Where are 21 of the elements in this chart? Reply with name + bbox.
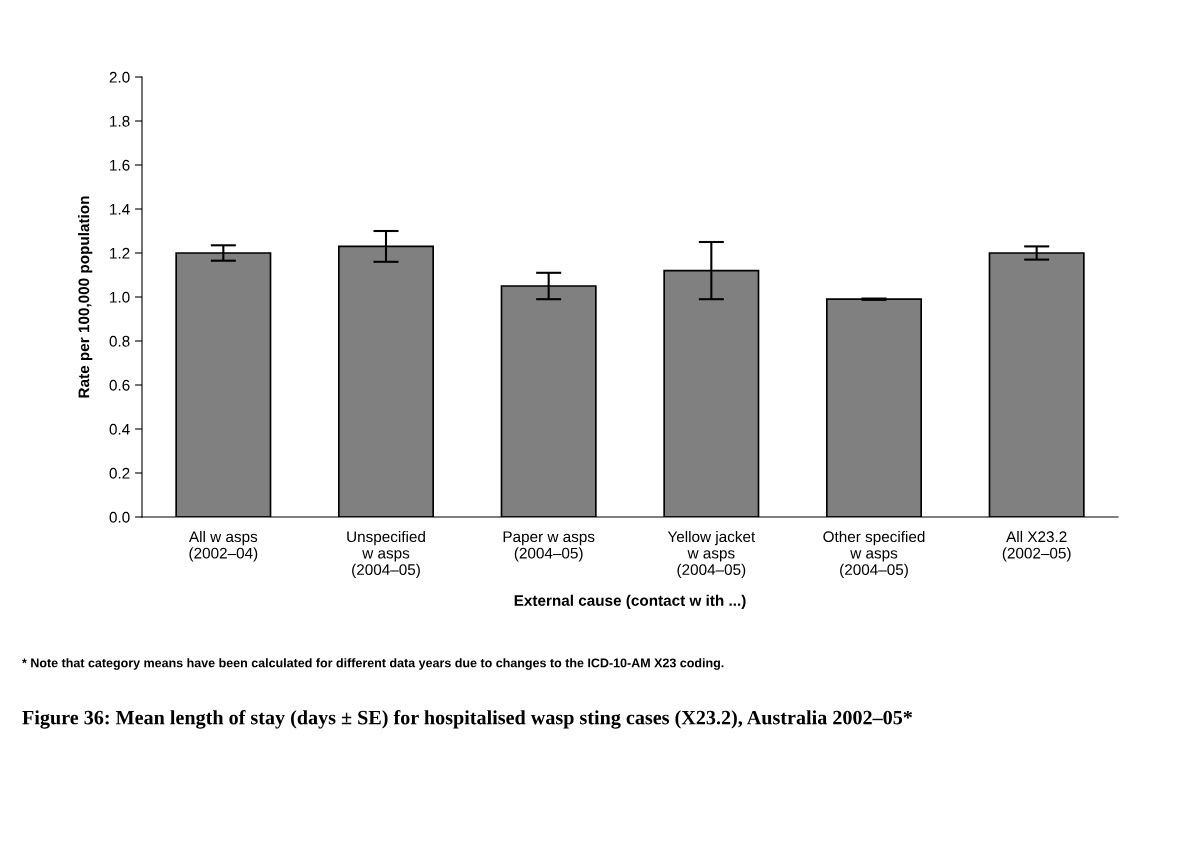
x-tick-label: Unspecified w asps (2004–05) — [347, 530, 425, 579]
y-tick-label: 1.6 — [110, 159, 130, 171]
text: * Note that category means have been calculated for different data years due to changes to the ICD-10-AM X23 coding. — [22, 658, 724, 670]
y-tick-label: 1.4 — [110, 204, 130, 215]
y-tick-label: 0.2 — [109, 467, 130, 479]
text: Figure 36: Mean length of stay (days ± SE) for hospitalised wasp sting cases (X23.2), Australia 2002–05* — [22, 710, 913, 729]
y-axis-title: Rate per 100,000 population — [78, 196, 93, 398]
y-tick-label: 1.8 — [110, 115, 130, 127]
y-tick-label: 1.2 — [110, 247, 130, 259]
y-tick-label: 0.4 — [109, 423, 130, 435]
x-axis-title: External cause (contact w ith ...) — [514, 594, 746, 609]
x-tick-label: All w asps (2002–04) — [188, 530, 258, 562]
x-tick-label: Paper w asps (2004–05) — [503, 531, 595, 562]
y-tick-label: 2.0 — [109, 71, 130, 83]
y-tick-label: 0.0 — [109, 511, 130, 523]
x-tick-label: All X23.2 (2002–05) — [1002, 530, 1071, 562]
y-tick-label: 0.8 — [109, 335, 130, 347]
x-tick-label: Yellow jacket w asps (2004–05) — [667, 530, 756, 579]
y-tick-label: 1.0 — [110, 291, 130, 303]
x-tick-label: Other specified w asps (2004–05) — [823, 530, 925, 579]
y-tick-label: 0.6 — [109, 379, 130, 391]
